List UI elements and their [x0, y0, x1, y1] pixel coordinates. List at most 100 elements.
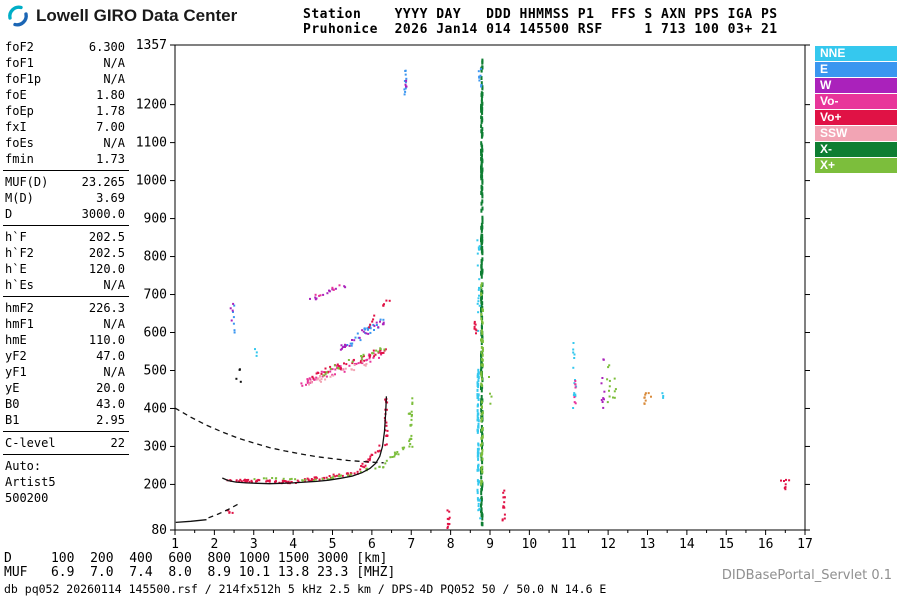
autoscaling-info: Auto: Artist5 500200 — [3, 458, 129, 506]
param-label: foEp — [5, 104, 34, 118]
param-row-ye: yE 20.0 — [3, 380, 129, 396]
param-label: yF1 — [5, 365, 27, 379]
echo-cluster-nne — [661, 392, 665, 399]
param-row-foep: foEp 1.78 — [3, 103, 129, 119]
d-distance-ruler: D 100 200 400 600 800 1000 1500 3000 [km… — [4, 551, 388, 566]
param-row-mufd: MUF(D) 23.265 — [3, 174, 129, 190]
echo-cluster-x — [480, 282, 484, 486]
param-value: 1.78 — [96, 104, 125, 118]
param-value: 1.73 — [96, 152, 125, 166]
param-row-he: h`E 120.0 — [3, 261, 129, 277]
param-label: hmE — [5, 333, 27, 347]
param-label: B0 — [5, 397, 20, 411]
legend-item-x: X- — [815, 142, 897, 157]
param-value: 1.80 — [96, 88, 125, 102]
echo-cluster-nne — [572, 342, 578, 409]
station-header-values: Pruhonice 2026 Jan14 014 145500 RSF 1 71… — [303, 22, 778, 37]
echo-cluster-x — [612, 377, 617, 399]
y-tick-label: 600 — [144, 326, 167, 341]
panel-divider — [3, 170, 129, 171]
legend-item-vo: Vo- — [815, 94, 897, 109]
giro-logo-text: Lowell GIRO Data Center — [36, 6, 238, 25]
param-value: 202.5 — [88, 246, 125, 260]
param-row-fxi: fxI 7.00 — [3, 119, 129, 135]
param-label: h`E — [5, 262, 27, 276]
param-label: foF1p — [5, 72, 42, 86]
param-label: foEs — [5, 136, 34, 150]
echo-cluster-w — [404, 79, 408, 88]
echo-cluster-vo — [473, 320, 478, 335]
x-tick-label: 1 — [171, 537, 179, 552]
giro-logo: Lowell GIRO Data Center — [6, 4, 237, 28]
param-row-hmf1: hmF1 N/A — [3, 316, 129, 332]
legend-item-vo: Vo+ — [815, 110, 897, 125]
x-tick-label: 16 — [758, 537, 774, 552]
x-tick-label: 6 — [368, 537, 376, 552]
legend-item-e: E — [815, 62, 897, 77]
echo-cluster-e — [403, 69, 408, 96]
measurement-info-line: db pq052 20260114 145500.rsf / 214fx512h… — [4, 582, 607, 596]
param-value: 43.0 — [96, 397, 125, 411]
autoscaled-traces — [174, 396, 388, 524]
x-tick-label: 11 — [561, 537, 577, 552]
param-row-hme: hmE 110.0 — [3, 332, 129, 348]
param-row-fof2: foF2 6.300 — [3, 39, 129, 55]
echo-cluster-nne — [476, 368, 480, 502]
muf-ruler: MUF 6.9 7.0 7.4 8.0 8.9 10.1 13.8 23.3 [… — [4, 565, 396, 580]
param-value: 2.95 — [96, 413, 125, 427]
y-tick-label: 1000 — [136, 174, 167, 189]
param-value: 3000.0 — [81, 207, 125, 221]
param-label: foF2 — [5, 40, 34, 54]
echo-cluster-nne — [476, 239, 481, 332]
param-row-b1: B1 2.95 — [3, 412, 129, 428]
echo-cluster-vo — [314, 284, 341, 297]
trace-e-trace — [175, 519, 207, 524]
param-value: 226.3 — [88, 301, 125, 315]
param-label: M(D) — [5, 191, 34, 205]
echo-cluster-w — [309, 285, 347, 301]
y-tick-label: 400 — [144, 401, 167, 416]
echo-direction-legend: NNE E W Vo- Vo+ SSW X- X+ — [815, 46, 897, 174]
echo-cluster-vo — [311, 348, 387, 380]
param-row-yf1: yF1 N/A — [3, 364, 129, 380]
echo-cluster-vo — [780, 478, 791, 491]
param-value: N/A — [103, 136, 125, 150]
x-tick-label: 7 — [407, 537, 415, 552]
parameter-panel: foF2 6.300 foF1 N/A foF1p N/A foE 1.80 foEp 1.78 f… — [3, 39, 129, 506]
autoscaling-line: 500200 — [5, 491, 49, 505]
param-row-hf: h`F 202.5 — [3, 229, 129, 245]
param-value: 47.0 — [96, 349, 125, 363]
x-tick-label: 2 — [210, 537, 218, 552]
param-label: C-level — [5, 436, 56, 450]
param-row-hes: h`Es N/A — [3, 277, 129, 293]
legend-item-nne: NNE — [815, 46, 897, 61]
echo-cluster-x — [606, 364, 611, 404]
echo-cluster-e — [232, 304, 236, 334]
plot-frame — [174, 44, 806, 531]
station-header: Station YYYY DAY DDD HHMMSS P1 FFS S AXN… — [303, 7, 778, 37]
y-axis: 80 200 300 400 500 600 700 800 900 1000 1100 1200 13… — [136, 38, 810, 538]
y-tick-label: 800 — [144, 250, 167, 265]
echo-cluster-x — [382, 446, 406, 469]
echo-cluster-vo — [368, 299, 391, 329]
echo-cluster-nne — [254, 348, 258, 357]
y-tick-label: 700 — [144, 288, 167, 303]
param-row-fof1: foF1 N/A — [3, 55, 129, 71]
param-label: yF2 — [5, 349, 27, 363]
param-row-b0: B0 43.0 — [3, 396, 129, 412]
y-tick-label: 1200 — [136, 98, 167, 113]
echo-cluster-e — [477, 67, 483, 88]
echo-cluster-vo — [446, 509, 451, 529]
x-tick-label: 4 — [289, 537, 297, 552]
x-tick-label: 13 — [640, 537, 656, 552]
param-row-hmf2: hmF2 226.3 — [3, 300, 129, 316]
x-tick-label: 17 — [797, 537, 813, 552]
param-value: 23.265 — [81, 175, 125, 189]
param-value: 7.00 — [96, 120, 125, 134]
x-tick-label: 5 — [329, 537, 337, 552]
param-value: N/A — [103, 278, 125, 292]
param-value: N/A — [103, 72, 125, 86]
param-row-yf2: yF2 47.0 — [3, 348, 129, 364]
param-value: N/A — [103, 317, 125, 331]
